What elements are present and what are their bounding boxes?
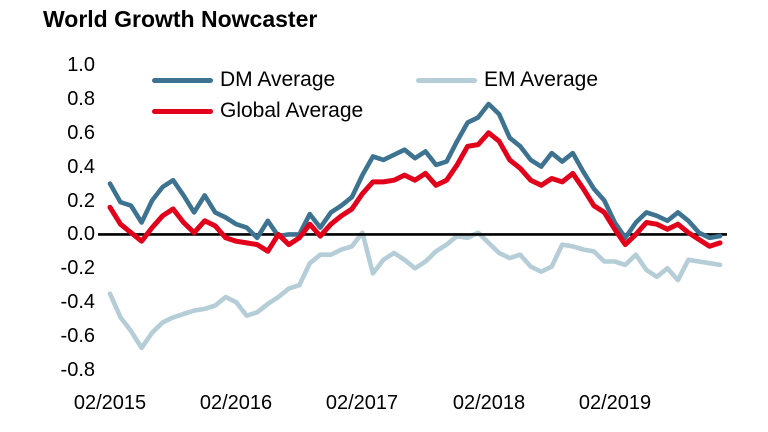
legend-label: EM Average [484,68,599,91]
x-tick-label: 02/2018 [452,392,526,414]
dm-average-line-swatch [152,77,213,83]
em-average-line-swatch [416,77,477,83]
y-tick-label: 0.4 [67,156,95,178]
x-tick-label: 02/2015 [73,392,147,414]
chart-title: World Growth Nowcaster [43,6,318,32]
legend-item-global-average: Global Average [152,99,363,123]
x-tick-label: 02/2019 [578,392,652,414]
dm-average-line [107,101,723,241]
legend-label: DM Average [220,68,336,91]
y-tick-label: 0.8 [67,88,95,110]
global-average-line [107,130,723,254]
global-average-line-swatch [152,108,213,114]
em-average-line [107,230,723,351]
y-tick-label: 0.6 [67,122,95,144]
y-tick-label: 0.0 [67,223,95,245]
y-tick-label: 1.0 [67,54,95,76]
x-tick-label: 02/2017 [325,392,399,414]
y-tick-label: 0.2 [67,190,95,212]
x-tick-label: 02/2016 [199,392,273,414]
legend-item-dm-average: DM Average [152,68,335,92]
y-tick-label: -0.2 [60,257,95,279]
y-tick-label: -0.6 [60,325,95,347]
legend-item-em-average: EM Average [416,68,598,92]
legend-label: Global Average [220,99,364,122]
y-tick-label: -0.4 [60,291,95,313]
y-tick-label: -0.8 [60,359,95,381]
